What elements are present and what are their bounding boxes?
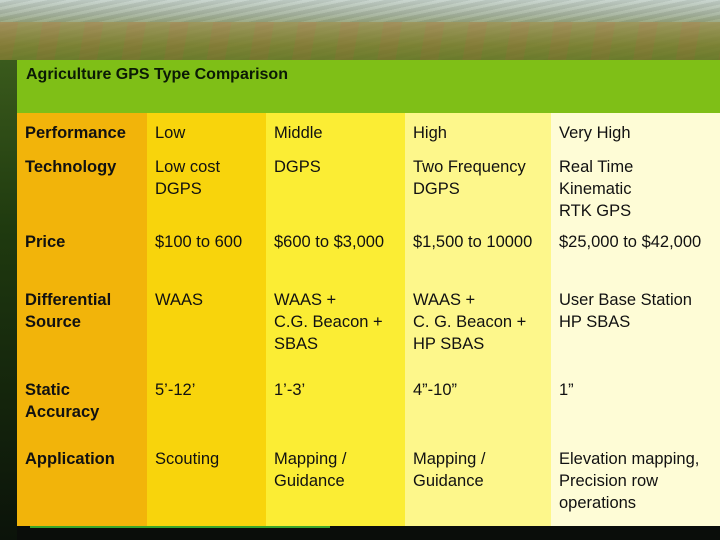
row-label: Application [17, 439, 147, 526]
comparison-table: Performance Low Middle High Very High Te… [17, 113, 720, 526]
cell-low: WAAS [147, 280, 266, 370]
cell-high: High [405, 113, 551, 147]
left-decor-strip [0, 60, 17, 540]
cell-very-high: 1” [551, 370, 720, 439]
table-row-application: Application Scouting Mapping / Guidance … [17, 439, 720, 526]
table-row-static-accuracy: Static Accuracy 5’-12’ 1’-3’ 4”-10” 1” [17, 370, 720, 439]
cell-very-high: Very High [551, 113, 720, 147]
cell-middle: Middle [266, 113, 405, 147]
row-label: Price [17, 222, 147, 280]
cell-very-high: Elevation mapping, Precision row operati… [551, 439, 720, 526]
cell-high: Mapping / Guidance [405, 439, 551, 526]
cell-middle: WAAS + C.G. Beacon + SBAS [266, 280, 405, 370]
row-label: Differential Source [17, 280, 147, 370]
table-row-technology: Technology Low cost DGPS DGPS Two Freque… [17, 147, 720, 222]
cell-low: Low [147, 113, 266, 147]
row-label: Technology [17, 147, 147, 222]
cell-low: 5’-12’ [147, 370, 266, 439]
cell-very-high: Real Time Kinematic RTK GPS [551, 147, 720, 222]
cell-high: WAAS + C. G. Beacon + HP SBAS [405, 280, 551, 370]
table-row-differential-source: Differential Source WAAS WAAS + C.G. Bea… [17, 280, 720, 370]
cell-very-high: $25,000 to $42,000 [551, 222, 720, 280]
cell-high: 4”-10” [405, 370, 551, 439]
cell-high: $1,500 to 10000 [405, 222, 551, 280]
cell-low: Scouting [147, 439, 266, 526]
header-photo-background [0, 0, 720, 64]
cell-middle: 1’-3’ [266, 370, 405, 439]
cell-high: Two Frequency DGPS [405, 147, 551, 222]
cell-middle: Mapping / Guidance [266, 439, 405, 526]
table-row-performance: Performance Low Middle High Very High [17, 113, 720, 147]
cell-middle: DGPS [266, 147, 405, 222]
row-label: Static Accuracy [17, 370, 147, 439]
cell-very-high: User Base Station HP SBAS [551, 280, 720, 370]
slide-title: Agriculture GPS Type Comparison [26, 66, 288, 83]
title-bar [17, 60, 720, 113]
cell-low: Low cost DGPS [147, 147, 266, 222]
field-photo [0, 22, 720, 64]
cell-middle: $600 to $3,000 [266, 222, 405, 280]
table-row-price: Price $100 to 600 $600 to $3,000 $1,500 … [17, 222, 720, 280]
row-label: Performance [17, 113, 147, 147]
cell-low: $100 to 600 [147, 222, 266, 280]
